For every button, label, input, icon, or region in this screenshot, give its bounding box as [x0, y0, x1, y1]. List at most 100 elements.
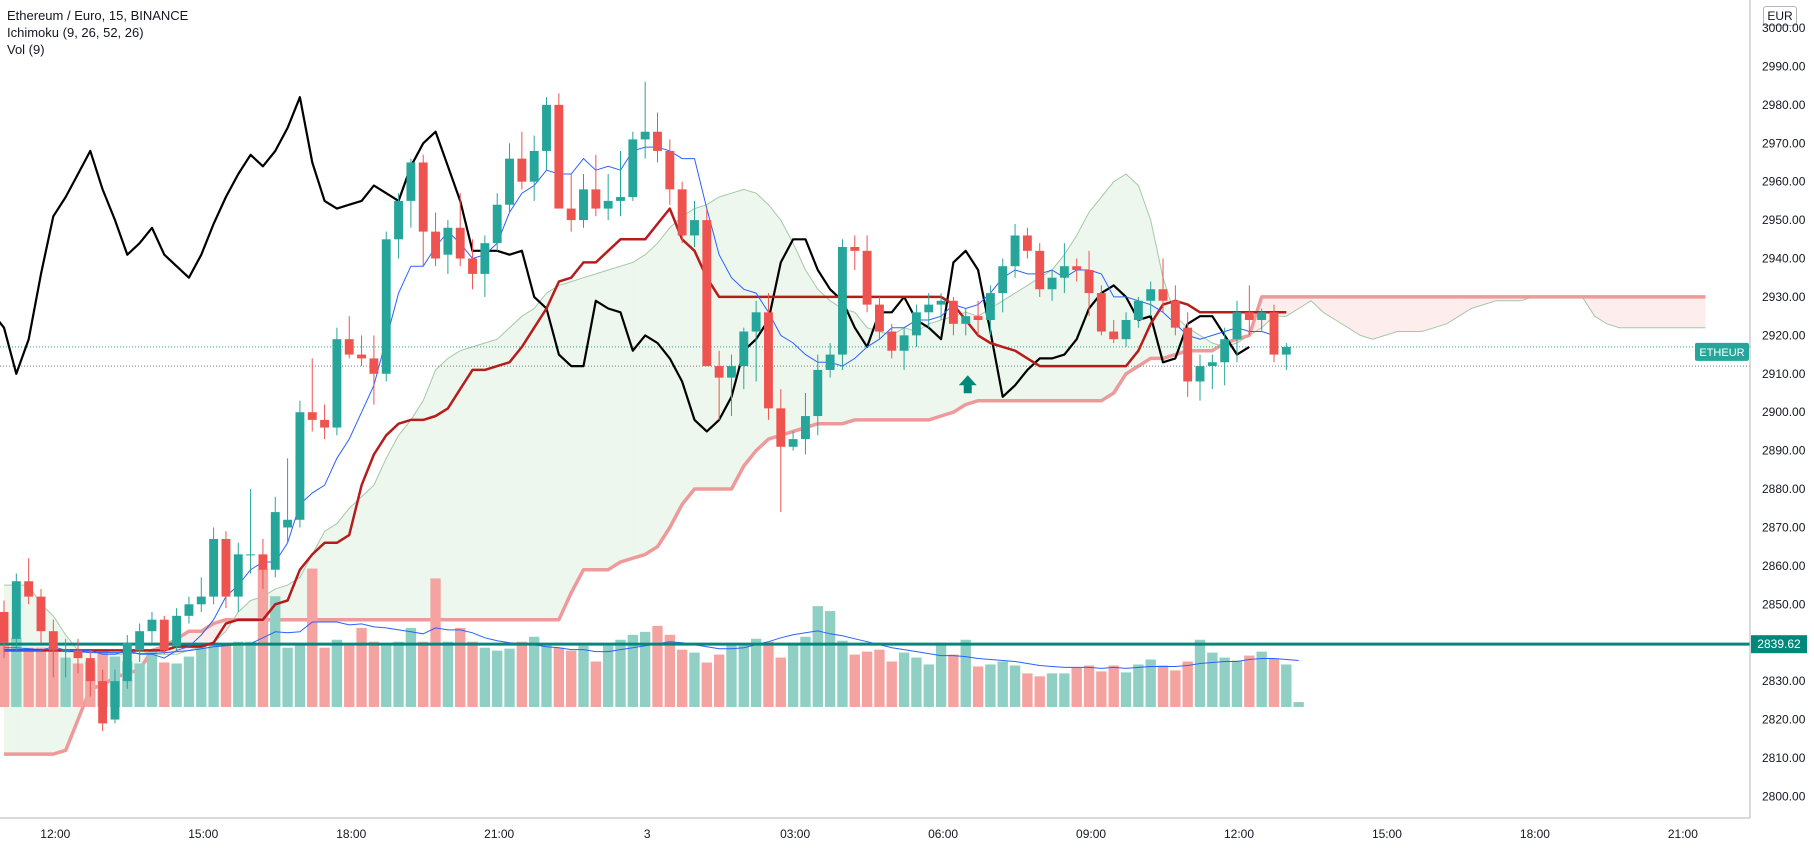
- candle-body: [1232, 312, 1242, 340]
- volume-bar: [763, 641, 774, 707]
- candle-body: [184, 604, 194, 616]
- candle-body: [825, 354, 835, 370]
- volume-bar: [1256, 651, 1267, 707]
- kumo-segment: [595, 270, 609, 570]
- volume-bar: [331, 639, 343, 707]
- x-tick-label: 06:00: [928, 827, 958, 841]
- candle-body: [1195, 366, 1205, 382]
- volume-bar: [294, 643, 306, 707]
- candle-body: [628, 139, 638, 198]
- candle-body: [1183, 327, 1193, 382]
- candle-body: [110, 681, 120, 720]
- y-tick-label: 3000.00: [1762, 21, 1806, 35]
- kumo-segment: [472, 343, 485, 620]
- candle-body: [924, 304, 934, 313]
- x-tick-label: 12:00: [1224, 827, 1254, 841]
- kumo-segment: [1027, 277, 1040, 401]
- currency-button[interactable]: EUR: [1763, 6, 1797, 26]
- kumo-segment: [1126, 173, 1139, 374]
- candle-body: [603, 200, 613, 209]
- y-tick-label: 2820.00: [1762, 713, 1806, 727]
- volume-bar: [898, 652, 910, 707]
- kumo-segment: [1015, 285, 1028, 401]
- volume-bar: [1219, 657, 1230, 707]
- volume-bar: [11, 637, 22, 707]
- candle-body: [0, 611, 9, 643]
- candle-body: [813, 369, 823, 417]
- volume-bar: [1281, 664, 1292, 707]
- volume-bar: [1157, 665, 1169, 707]
- candle-body: [406, 162, 416, 201]
- candle-body: [135, 631, 145, 651]
- candle-body: [838, 246, 847, 355]
- symbol-label: ETHEUR: [1699, 347, 1744, 359]
- candle-body: [579, 189, 588, 221]
- kumo-segment: [1064, 235, 1077, 401]
- volume-bar: [516, 641, 528, 707]
- kumo-segment: [1458, 296, 1472, 317]
- kumo-segment: [632, 254, 646, 559]
- candle-body: [332, 339, 342, 428]
- candle-body: [690, 220, 699, 236]
- candle-body: [246, 554, 256, 556]
- candle-body: [566, 208, 576, 221]
- x-tick-label: 21:00: [484, 827, 514, 841]
- candle-body: [381, 239, 391, 374]
- volume-bar: [467, 641, 478, 707]
- volume-bar: [307, 568, 318, 707]
- kumo-segment: [620, 262, 633, 563]
- candle-body: [936, 300, 946, 305]
- candle-body: [862, 250, 872, 305]
- kumo-segment: [336, 508, 350, 620]
- volume-bar: [602, 645, 614, 707]
- kumo-segment: [1409, 296, 1422, 332]
- x-tick-label: 15:00: [188, 827, 218, 841]
- kumo-segment: [793, 243, 806, 432]
- candle-body: [221, 538, 231, 597]
- volume-bar: [874, 649, 885, 707]
- volume-bar: [812, 606, 823, 707]
- volume-bar: [270, 596, 281, 707]
- kumo-segment: [854, 312, 868, 420]
- y-tick-label: 2910.00: [1762, 367, 1806, 381]
- kumo-segment: [1347, 296, 1361, 336]
- candle-body: [11, 581, 21, 639]
- kumo-segment: [534, 293, 547, 620]
- candle-body: [554, 104, 564, 209]
- kumo-segment: [1434, 296, 1447, 328]
- volume-bar: [0, 645, 10, 707]
- volume-bar: [652, 625, 663, 707]
- volume-bar: [713, 654, 725, 707]
- volume-bar: [627, 634, 639, 707]
- volume-bar: [368, 641, 380, 707]
- candle-body: [320, 419, 330, 428]
- kumo-segment: [867, 327, 880, 420]
- x-tick-label: 12:00: [40, 827, 70, 841]
- kumo-segment: [1335, 296, 1348, 328]
- kumo-segment: [978, 308, 991, 401]
- volume-bar: [750, 638, 762, 707]
- volume-bar: [676, 649, 688, 707]
- kumo-segment: [1360, 296, 1373, 340]
- volume-bar: [972, 666, 984, 707]
- kumo-segment: [1619, 296, 1632, 328]
- candle-body: [1220, 339, 1230, 363]
- candle-body: [591, 189, 601, 209]
- y-tick-label: 2830.00: [1762, 674, 1806, 688]
- kumo-segment: [571, 277, 584, 593]
- y-tick-label: 2800.00: [1762, 789, 1806, 803]
- candle-body: [653, 131, 662, 151]
- candle-body: [616, 197, 625, 201]
- volume-bar: [1046, 673, 1058, 707]
- kumo-segment: [447, 350, 461, 620]
- candle-body: [1022, 235, 1032, 251]
- volume-bar: [1268, 658, 1280, 707]
- candle-body: [369, 358, 379, 374]
- kumo-segment: [435, 358, 448, 620]
- kumo-segment: [743, 189, 757, 466]
- candle-body: [98, 681, 108, 724]
- kumo-segment: [1483, 296, 1496, 305]
- candle-body: [455, 227, 465, 259]
- candle-body: [776, 408, 786, 447]
